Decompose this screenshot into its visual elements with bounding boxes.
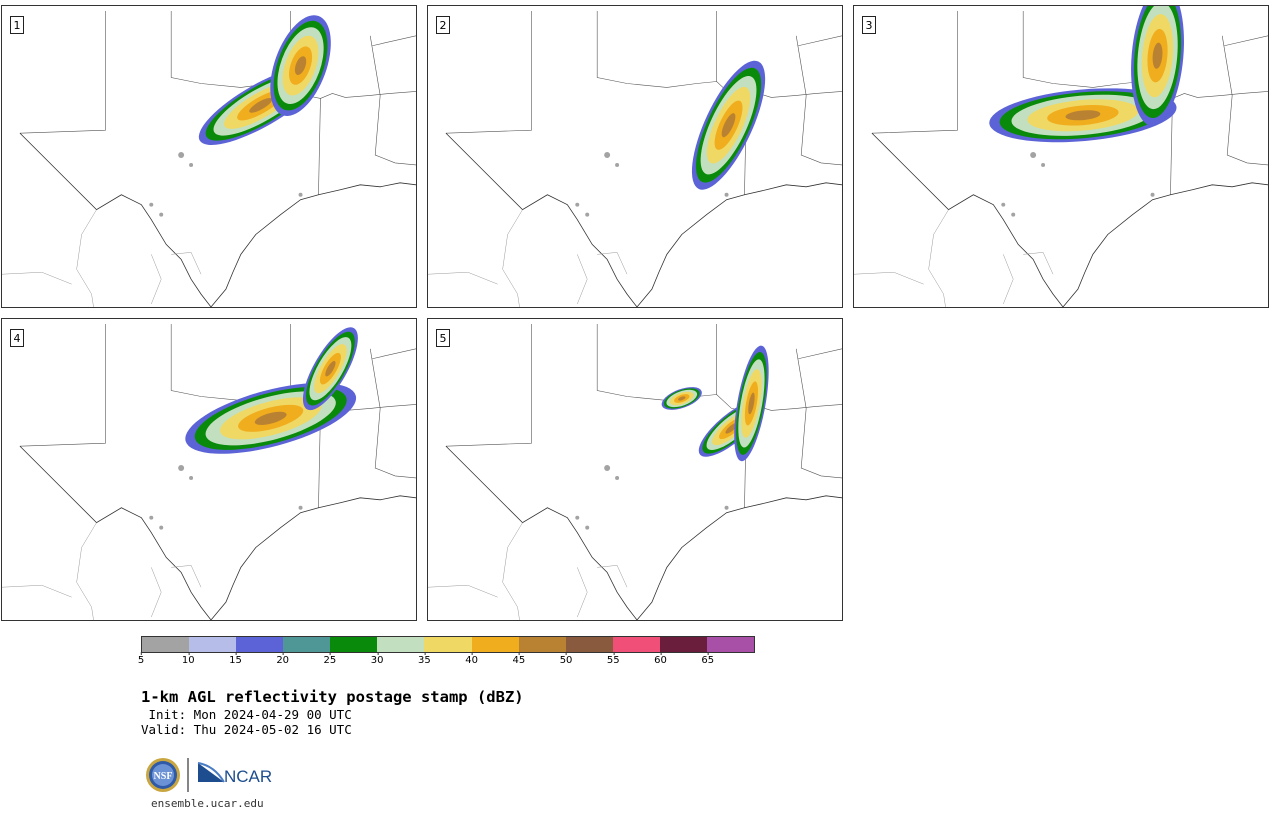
footer-url: ensemble.ucar.edu [151,797,264,810]
colorbar-segment [706,637,755,652]
colorbar-segment [189,637,237,652]
colorbar-tick-label: 20 [276,652,290,666]
colorbar-tick-label: 15 [229,652,242,666]
colorbar-tick-label: 25 [323,652,337,666]
map-svg [854,6,1268,307]
member-panel-4: 4 [1,318,417,621]
member-panel-5: 5 [427,318,843,621]
colorbar-segment [283,637,331,652]
ncar-logo-icon: NCAR [197,762,272,786]
colorbar-tick-label: 40 [465,652,478,666]
colorbar-tick-label: 50 [559,652,573,666]
nsf-logo-icon: NSF [146,758,180,792]
colorbar-tick-label: 10 [181,652,195,666]
colorbar-segment [565,637,613,652]
figure-title: 1-km AGL reflectivity postage stamp (dBZ… [141,688,524,706]
member-panel-2: 2 [427,5,843,308]
colorbar-tick-label: 5 [137,652,145,666]
map-svg [428,10,842,307]
colorbar-segment [236,637,284,652]
map-svg [2,10,416,307]
panel-label: 5 [436,329,450,347]
svg-text:NCAR: NCAR [224,767,272,786]
colorbar-segment [518,637,566,652]
member-panel-1: 1 [1,5,417,308]
colorbar-segment [612,637,660,652]
panel-label: 3 [862,16,876,34]
valid-time: Valid: Thu 2024-05-02 16 UTC [141,722,352,737]
colorbar-tick-label: 55 [606,652,620,666]
colorbar-tick-label: 30 [370,652,384,666]
colorbar-ticks: 5 10 15 20 25 30 35 40 45 50 55 60 65 [137,652,755,675]
colorbar-segment [377,637,425,652]
colorbar-tick-label: 65 [701,652,715,666]
colorbar-tick-label: 60 [654,652,667,666]
colorbar-segment [424,637,472,652]
colorbar-segment [471,637,519,652]
panel-label: 1 [10,16,24,34]
colorbar-segment [659,637,707,652]
panel-label: 4 [10,329,24,347]
map-svg [428,323,842,620]
colorbar-segment [142,637,190,652]
init-time: Init: Mon 2024-04-29 00 UTC [141,707,352,722]
map-svg [2,323,416,620]
colorbar-tick-label: 45 [512,652,526,666]
logos: NSF NCAR [144,756,274,796]
svg-text:NSF: NSF [154,771,173,782]
colorbar-tick-label: 35 [418,652,431,666]
reflectivity-colorbar [141,636,755,653]
panel-label: 2 [436,16,450,34]
member-panel-3: 3 [853,5,1269,308]
colorbar-segment [330,637,378,652]
